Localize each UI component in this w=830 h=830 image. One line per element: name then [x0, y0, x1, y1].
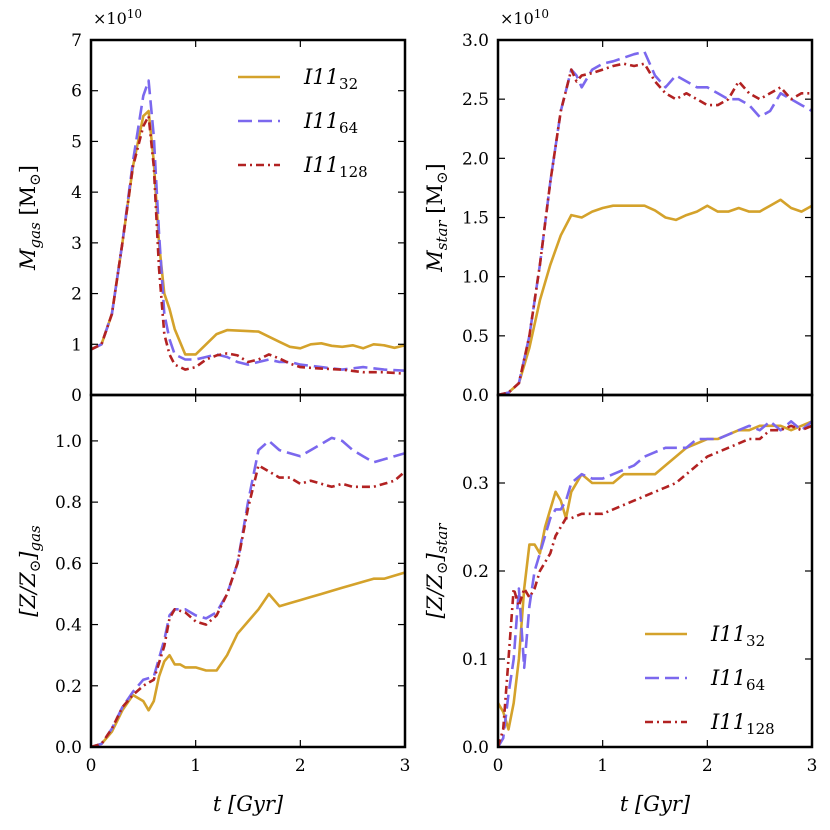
- x-tick-label: 3: [807, 756, 818, 776]
- y-tick-label: 7: [71, 31, 82, 51]
- y-tick-label: 2: [71, 285, 82, 305]
- y-tick-label: 0.0: [55, 738, 82, 758]
- x-tick-label: 3: [400, 756, 411, 776]
- series-line-I11_128: [91, 464, 405, 747]
- axes-frame: [89, 38, 407, 397]
- x-tick-label: 2: [295, 756, 306, 776]
- legend-label-I11_128: I11128: [303, 153, 368, 181]
- y-tick-label: 0.3: [462, 474, 489, 494]
- axis-multiplier: ×1010: [93, 7, 142, 28]
- y-tick-label: 0.0: [462, 386, 489, 406]
- axes-frame: [496, 393, 814, 749]
- y-tick-label: 1.0: [55, 432, 82, 452]
- y-tick-label: 0.5: [462, 327, 489, 347]
- y-tick-label: 0.2: [462, 562, 489, 582]
- legend-label-I11_64: I1164: [710, 666, 765, 694]
- series-line-I11_32: [91, 109, 405, 356]
- y-tick-label: 0.8: [55, 493, 82, 513]
- y-tick-label: 0.0: [462, 738, 489, 758]
- y-tick-label: 0.4: [55, 616, 82, 636]
- y-tick-label: 1: [71, 335, 82, 355]
- y-tick-label: 6: [71, 82, 82, 102]
- series-line-I11_128: [498, 424, 812, 747]
- x-tick-label: 1: [190, 756, 201, 776]
- x-axis-label: t [Gyr]: [213, 792, 284, 816]
- legend: I1132 I1164 I11128: [238, 65, 368, 181]
- series-line-I11_64: [91, 79, 405, 372]
- series-group: [498, 420, 812, 747]
- y-axis-label: Mgas [M⊙]: [16, 165, 44, 271]
- y-tick-label: 2.0: [462, 149, 489, 169]
- y-tick-label: 0.6: [55, 554, 82, 574]
- y-tick-label: 3.0: [462, 31, 489, 51]
- y-axis-label: [Z/Z⊙]gas: [16, 525, 44, 617]
- legend-label-I11_64: I1164: [303, 109, 358, 137]
- axis-multiplier: ×1010: [500, 7, 549, 28]
- x-axis-label: t [Gyr]: [620, 792, 691, 816]
- y-axis-label: Mstar [M⊙]: [423, 163, 451, 273]
- x-tick-label: 0: [86, 756, 97, 776]
- series-line-I11_32: [498, 198, 812, 395]
- panel-mstar: 0.0 0.5 1.0 1.5 2.0 2.5 3.0 ×1010 Mstar [M⊙]: [423, 7, 814, 406]
- y-tick-label: 1.0: [462, 268, 489, 288]
- y-tick-label: 4: [71, 183, 82, 203]
- legend: I1132 I1164 I11128: [645, 622, 775, 738]
- series-line-I11_64: [91, 436, 405, 747]
- legend-label-I11_128: I11128: [710, 710, 775, 738]
- y-tick-label: 0.2: [55, 677, 82, 697]
- y-tick-label: 1.5: [462, 209, 489, 229]
- y-axis-label: [Z/Z⊙]star: [423, 523, 451, 619]
- y-tick-label: 5: [71, 132, 82, 152]
- series-line-I11_128: [91, 114, 405, 375]
- legend-label-I11_32: I1132: [303, 65, 358, 93]
- series-group: [91, 436, 405, 747]
- axes-frame: [89, 393, 407, 749]
- series-group: [498, 50, 812, 395]
- y-tick-label: 0: [71, 386, 82, 406]
- y-tick-label: 0.1: [462, 650, 489, 670]
- series-line-I11_32: [498, 420, 812, 731]
- legend-label-I11_32: I1132: [710, 622, 765, 650]
- series-line-I11_128: [498, 62, 812, 395]
- y-tick-label: 2.5: [462, 90, 489, 110]
- series-group: [91, 79, 405, 375]
- panel-mgas: 0 1 2 3 4 5 6 7 ×1010 Mgas [M⊙] I1132 I1164 I11128: [16, 7, 407, 406]
- x-tick-label: 0: [493, 756, 504, 776]
- y-tick-label: 3: [71, 234, 82, 254]
- panel-zgas: 0.0 0.2 0.4 0.6 0.8 1.0 0 1 2 3 [Z/Z⊙]gas t [Gyr]: [16, 393, 411, 816]
- x-tick-label: 1: [597, 756, 608, 776]
- series-line-I11_32: [91, 571, 405, 747]
- series-line-I11_64: [498, 420, 812, 747]
- x-tick-label: 2: [702, 756, 713, 776]
